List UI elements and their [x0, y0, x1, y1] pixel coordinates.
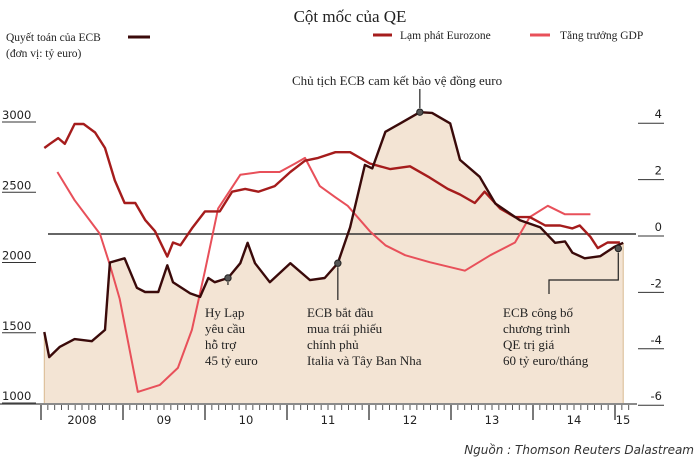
annotation-line: QE trị giá	[503, 337, 554, 352]
annotation-ecb-pledge: Chủ tịch ECB cam kết bảo vệ đồng euro	[292, 73, 502, 88]
x-tick-label: 14	[567, 413, 582, 427]
left-axis-label: Quyết toán của ECB	[6, 31, 101, 44]
left-tick-label: 1000	[2, 389, 31, 403]
annotation-line: yêu cầu	[205, 321, 246, 336]
annotation-line: ECB bắt đầu	[307, 305, 374, 320]
x-tick-label: 09	[157, 413, 172, 427]
x-tick-label: 13	[485, 413, 500, 427]
right-tick-label: -2	[651, 276, 662, 290]
event-marker	[334, 259, 342, 267]
x-tick-label: 12	[403, 413, 418, 427]
legend-inflation: Lạm phát Eurozone	[400, 30, 491, 42]
annotation-qe-launch: ECB công bố chương trình QE trị giá 60 t…	[503, 305, 589, 368]
right-tick-label: 0	[655, 220, 662, 234]
event-marker	[614, 244, 622, 253]
right-tick-label: 2	[655, 164, 662, 178]
inflation-line	[43, 122, 620, 258]
left-tick-label: 3000	[2, 108, 31, 122]
gdp-growth-line	[56, 156, 591, 393]
ecb-balance-area	[44, 112, 624, 403]
left-tick-label: 2000	[2, 249, 31, 263]
x-tick-label: 2008	[67, 413, 96, 427]
chart-title: Cột mốc của QE	[294, 7, 407, 26]
left-tick-label: 2500	[2, 178, 31, 192]
source-note: Nguồn : Thomson Reuters Dalastream	[464, 443, 694, 457]
left-axis-unit: (đơn vị: tỷ euro)	[6, 48, 82, 60]
x-tick-label: 10	[239, 413, 254, 427]
legend-gdp: Tăng trưởng GDP	[560, 30, 643, 42]
annotation-greece: Hy Lạp yêu cầu hỗ trợ 45 tỷ euro	[205, 305, 258, 368]
event-marker	[416, 108, 424, 116]
annotation-bond-buying: ECB bắt đầu mua trái phiếu chính phủ Ita…	[307, 305, 422, 368]
annotation-line: Hy Lạp	[205, 305, 244, 320]
annotation-line: chương trình	[503, 321, 570, 336]
right-tick-label: 4	[655, 107, 662, 121]
left-tick-label: 1500	[2, 319, 31, 333]
annotation-line: mua trái phiếu	[307, 321, 383, 336]
annotation-line: hỗ trợ	[205, 337, 237, 352]
annotation-line: 45 tỷ euro	[205, 353, 258, 368]
annotation-line: chính phủ	[307, 337, 359, 352]
event-marker	[224, 274, 232, 282]
x-tick-label: 11	[321, 413, 336, 427]
right-tick-label: -4	[651, 333, 662, 347]
annotation-leader	[548, 252, 619, 294]
right-tick-label: -6	[651, 389, 662, 403]
annotation-line: ECB công bố	[503, 305, 574, 320]
ecb-balance-line	[43, 111, 624, 359]
annotation-line: 60 tỷ euro/tháng	[503, 353, 589, 368]
annotation-line: Italia và Tây Ban Nha	[307, 353, 422, 368]
x-tick-label: 15	[616, 413, 631, 427]
